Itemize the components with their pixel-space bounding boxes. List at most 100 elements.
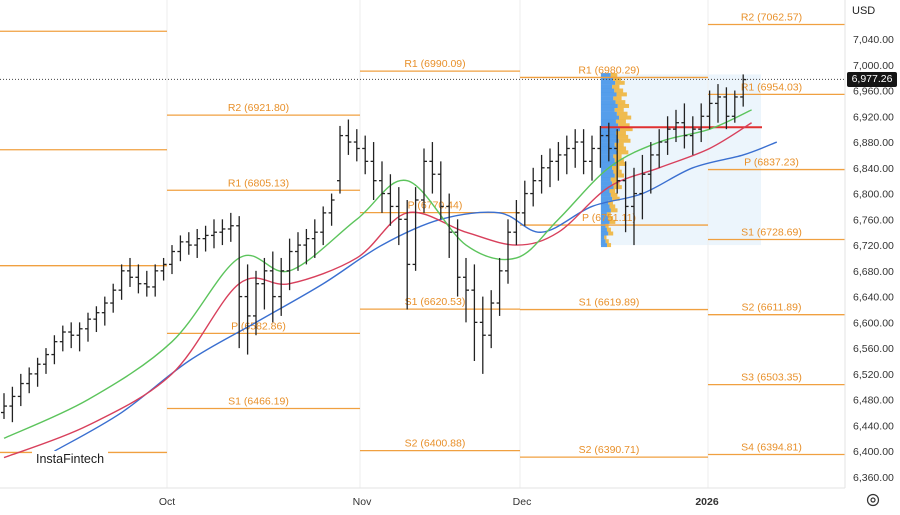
ohlc-bar xyxy=(689,116,696,155)
profile-bar-sell xyxy=(606,212,611,217)
ohlc-bar xyxy=(454,219,461,297)
profile-bar-buy xyxy=(601,188,610,193)
profile-bar-buy xyxy=(601,185,614,190)
ohlc-bar xyxy=(269,251,276,323)
ohlc-bar xyxy=(177,235,184,262)
ohlc-bar xyxy=(261,257,268,310)
time-tick-label: Dec xyxy=(513,496,532,508)
pivot-label: R1 (6990.09) xyxy=(404,58,465,70)
profile-bar-buy xyxy=(601,165,613,170)
ohlc-bar xyxy=(194,228,201,258)
ohlc-bar xyxy=(656,129,663,168)
time-axis[interactable]: Oct Nov Dec 2026 xyxy=(0,487,845,508)
ohlc-bar xyxy=(160,257,167,281)
profile-bar-sell xyxy=(608,200,613,205)
price-axis[interactable]: 7,040.00 7,000.00 6,960.00 6,920.00 6,880.00… xyxy=(844,0,894,488)
ohlc-bar xyxy=(731,90,738,123)
ohlc-bar xyxy=(185,232,192,255)
price-tick-label: 6,520.00 xyxy=(853,369,894,381)
price-tick-label: 7,000.00 xyxy=(853,60,894,72)
profile-bar-sell xyxy=(612,196,620,201)
price-tick-label: 6,480.00 xyxy=(853,395,894,407)
ohlc-bar xyxy=(471,264,478,361)
profile-bar-sell xyxy=(618,138,631,143)
ohlc-bar xyxy=(253,270,259,336)
ohlc-bar xyxy=(530,167,537,207)
profile-bar-sell xyxy=(610,177,618,182)
profile-bar-buy xyxy=(601,223,606,228)
ohlc-bar xyxy=(320,206,327,246)
ohlc-bar xyxy=(152,264,159,297)
profile-bar-sell xyxy=(618,123,630,128)
profile-bar-buy xyxy=(601,123,619,128)
profile-bar-sell xyxy=(615,80,625,85)
profile-bar-buy xyxy=(601,204,610,209)
ohlc-bar xyxy=(580,129,587,175)
ohlc-bar xyxy=(715,84,721,123)
profile-bar-buy xyxy=(601,127,620,132)
price-tick-label: 6,920.00 xyxy=(853,111,894,123)
ohlc-bar xyxy=(311,219,318,258)
ohlc-bar xyxy=(127,257,133,287)
ohlc-bar xyxy=(227,212,234,242)
profile-bar-sell xyxy=(612,84,620,89)
profile-bar-sell xyxy=(606,227,611,232)
pivot-label: R1 (6805.13) xyxy=(228,177,289,189)
profile-bar-buy xyxy=(601,243,608,248)
price-tick-label: 6,640.00 xyxy=(853,292,894,304)
ohlc-bar xyxy=(622,161,629,233)
ma-slow-line xyxy=(54,141,778,452)
profile-bar-buy xyxy=(601,154,614,159)
ohlc-bar xyxy=(211,219,217,249)
ohlc-bar xyxy=(412,187,419,271)
ohlc-bar xyxy=(295,232,301,271)
ohlc-bar xyxy=(488,290,495,349)
profile-bar-buy xyxy=(601,161,617,166)
profile-bar-buy xyxy=(601,192,611,197)
price-tick-label: 6,600.00 xyxy=(853,317,894,329)
ohlc-bar xyxy=(68,322,75,349)
ohlc-bar xyxy=(547,148,553,188)
price-tick-label: 6,960.00 xyxy=(853,86,894,98)
ohlc-bar xyxy=(387,174,394,226)
currency-label[interactable]: USD xyxy=(852,5,876,17)
pivot-label: S3 (6503.35) xyxy=(741,372,802,384)
profile-bar-sell xyxy=(615,131,626,136)
profile-bar-sell xyxy=(608,231,614,236)
profile-bar-sell xyxy=(617,134,629,139)
ohlc-bar xyxy=(353,129,360,162)
profile-bar-buy xyxy=(601,73,611,78)
profile-bar-buy xyxy=(601,231,609,236)
profile-bar-sell xyxy=(613,76,621,81)
ohlc-bar xyxy=(93,306,100,333)
ohlc-bar xyxy=(706,90,713,130)
profile-bar-buy xyxy=(601,115,620,120)
ohlc-bar xyxy=(9,386,16,423)
gear-icon[interactable] xyxy=(866,493,880,507)
ohlc-bar xyxy=(681,103,688,149)
profile-bar-sell xyxy=(614,142,624,147)
profile-bar-buy xyxy=(601,138,619,143)
ma-fast-line xyxy=(3,109,752,439)
ohlc-bar xyxy=(1,393,7,419)
ohlc-bar xyxy=(26,367,33,394)
ohlc-bar xyxy=(421,148,427,213)
ohlc-bar xyxy=(521,180,528,226)
ohlc-bar xyxy=(479,296,486,374)
pivot-label: S1 (6619.89) xyxy=(579,297,640,309)
ohlc-bar xyxy=(143,270,150,297)
pivot-label: S2 (6400.88) xyxy=(405,438,466,450)
ohlc-bar xyxy=(538,154,545,194)
time-tick-label: Nov xyxy=(353,496,372,508)
profile-bar-buy xyxy=(601,158,615,163)
ohlc-bar xyxy=(51,335,58,365)
profile-bar-sell xyxy=(616,92,627,97)
pivot-label: R1 (6954.03) xyxy=(741,81,802,93)
pivot-label: S2 (6611.89) xyxy=(742,302,802,314)
ohlc-bar xyxy=(563,135,570,175)
profile-bar-sell xyxy=(605,239,609,244)
profile-bar-buy xyxy=(601,169,614,174)
profile-bar-sell xyxy=(619,115,632,120)
